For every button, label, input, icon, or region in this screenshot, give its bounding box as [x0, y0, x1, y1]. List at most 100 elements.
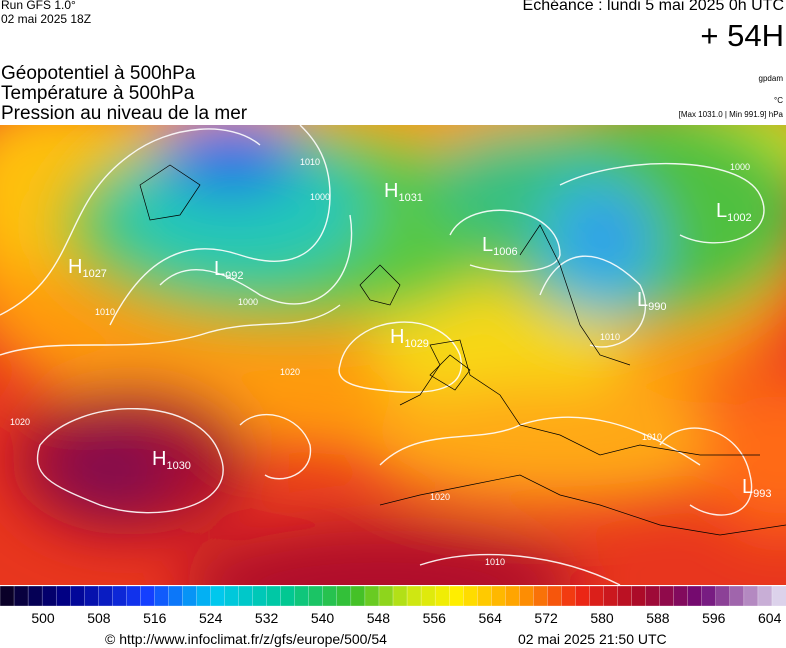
center-value: 990: [648, 301, 666, 313]
colorbar-label: 516: [143, 610, 167, 626]
isobar-label: 1000: [310, 192, 330, 202]
pressure-center: H1029: [390, 326, 429, 350]
color-swatch: [364, 586, 380, 606]
isobar-label: 1000: [730, 162, 750, 172]
color-swatch: [84, 586, 99, 606]
center-value: 993: [753, 488, 771, 500]
pressure-center: L992: [214, 258, 243, 282]
color-swatch: [98, 586, 113, 606]
color-swatch: [168, 586, 184, 606]
center-value: 1006: [493, 246, 517, 258]
field: Géopotentiel à 500hPa: [1, 63, 196, 84]
color-swatch: [673, 586, 689, 606]
color-swatch: [294, 586, 310, 606]
map: H1027 L992H1031L1006L1002L990H1029H1030L9…: [0, 125, 786, 585]
color-swatch: [154, 586, 170, 606]
center-type: H: [390, 326, 404, 348]
color-swatch: [322, 586, 338, 606]
color-swatch: [575, 586, 591, 606]
center-type: L: [742, 476, 753, 498]
isobar-label: 1010: [95, 307, 115, 317]
color-swatch: [350, 586, 366, 606]
center-value: 992: [225, 270, 243, 282]
color-swatch: [336, 586, 352, 606]
color-swatch: [743, 586, 759, 606]
center-value: 1029: [404, 338, 428, 350]
color-swatch: [448, 586, 464, 606]
color-swatch: [701, 586, 717, 606]
pressure-center: L1006: [482, 234, 518, 258]
center-value: 1002: [727, 212, 751, 224]
color-swatch: [0, 586, 15, 606]
color-swatch: [182, 586, 198, 606]
colorbar-label: 548: [366, 610, 391, 626]
color-swatch: [280, 586, 296, 606]
center-type: L: [716, 200, 727, 222]
color-swatch: [392, 586, 408, 606]
color-swatch: [491, 586, 506, 606]
color-swatch: [266, 586, 282, 606]
color-swatch: [210, 586, 226, 606]
center-type: H: [68, 256, 82, 278]
colorbar-label: 500: [31, 610, 55, 626]
color-swatch: [687, 586, 703, 606]
echeance: Echéance : lundi 5 mai 2025 0h UTC: [522, 0, 784, 14]
color-swatch: [434, 586, 450, 606]
color-swatch: [603, 586, 619, 606]
color-swatch: [715, 586, 731, 606]
run-date: 02 mai 2025 18Z: [1, 12, 92, 26]
center-value: 1027: [82, 268, 106, 280]
isobar-label: 1020: [10, 417, 30, 427]
color-swatch: [252, 586, 268, 606]
colorbar-label: 524: [199, 610, 223, 626]
colorbar-label: 564: [478, 610, 502, 626]
color-swatch: [645, 586, 661, 606]
unit: °C: [774, 96, 783, 105]
isobar-label: 1010: [485, 557, 505, 567]
lead-time: + 54H: [700, 18, 784, 53]
field: Température à 500hPa: [1, 83, 195, 104]
center-type: L: [214, 258, 225, 280]
color-swatch: [729, 586, 745, 606]
isobar-label: 1020: [430, 492, 450, 502]
color-swatch: [55, 586, 71, 606]
pressure-center: L1002: [716, 200, 752, 224]
color-swatch: [378, 586, 394, 606]
colorbar-label: 532: [254, 610, 279, 626]
color-swatch: [631, 586, 647, 606]
colorbar-label: 508: [87, 610, 111, 626]
field: Pression au niveau de la mer: [1, 103, 248, 124]
pressure-center: H1030: [152, 448, 191, 472]
isobar-label: 1010: [600, 332, 620, 342]
color-swatch: [519, 586, 535, 606]
isobar-label: 1010: [642, 432, 662, 442]
color-swatch: [196, 586, 212, 606]
footer-date: 02 mai 2025 21:50 UTC: [518, 631, 667, 647]
color-swatch: [505, 586, 520, 606]
pressure-center: L993: [742, 476, 771, 500]
run: Run GFS 1.0°: [1, 0, 76, 12]
color-swatch: [126, 586, 142, 606]
center-value: 1031: [398, 192, 422, 204]
color-swatch: [112, 586, 127, 606]
center-type: H: [152, 448, 166, 470]
pressure-center: H1027: [68, 256, 107, 280]
color-swatch: [533, 586, 549, 606]
center-type: L: [482, 234, 493, 256]
color-swatch: [406, 586, 422, 606]
colorbar: [0, 586, 786, 606]
color-swatch: [617, 586, 633, 606]
color-swatch: [771, 586, 786, 606]
color-swatch: [561, 586, 577, 606]
color-swatch: [27, 586, 43, 606]
colorbar-label: 572: [534, 610, 558, 626]
isobar-label: 1020: [280, 367, 300, 377]
colorbar-label: 556: [422, 610, 446, 626]
colorbar-label: 596: [702, 610, 726, 626]
color-swatch: [224, 586, 240, 606]
color-swatch: [308, 586, 324, 606]
isobar-label: 1000: [238, 297, 258, 307]
color-swatch: [41, 586, 57, 606]
center-type: L: [637, 289, 648, 311]
